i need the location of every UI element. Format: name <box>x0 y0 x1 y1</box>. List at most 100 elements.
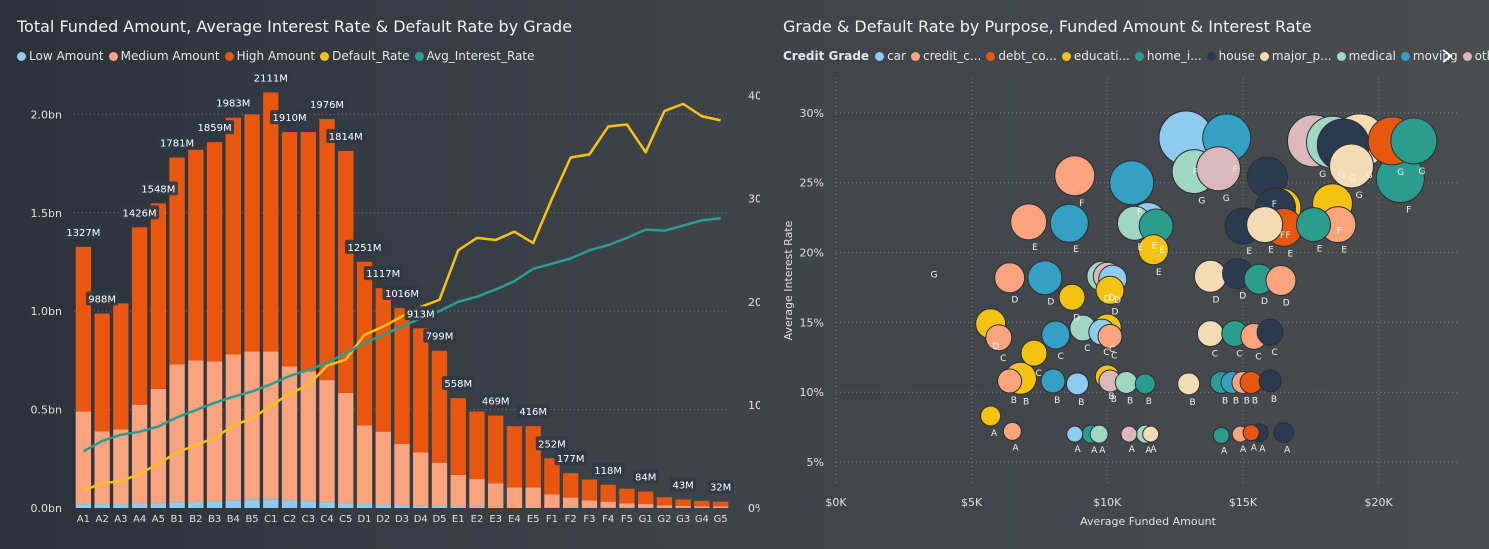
bubble[interactable] <box>1258 369 1282 393</box>
legend-item-medical[interactable]: medical <box>1336 49 1396 63</box>
bar-segment[interactable] <box>188 149 204 361</box>
bubble[interactable] <box>1295 207 1331 243</box>
bar-segment[interactable] <box>506 487 523 508</box>
bar-segment[interactable] <box>113 504 129 508</box>
bar-segment[interactable] <box>431 506 448 508</box>
bubble[interactable] <box>1049 203 1089 243</box>
bubble[interactable] <box>1134 373 1156 395</box>
bubble[interactable] <box>1246 206 1284 244</box>
legend-item-house[interactable]: house <box>1206 49 1255 63</box>
bar-segment[interactable] <box>488 483 504 507</box>
bar-segment[interactable] <box>563 473 579 498</box>
bar-segment[interactable] <box>263 499 279 508</box>
bar-segment[interactable] <box>600 484 616 502</box>
bubble[interactable] <box>1058 283 1086 311</box>
legend-item-home-i[interactable]: home_i... <box>1134 49 1202 63</box>
bar-segment[interactable] <box>506 426 523 488</box>
bar-segment[interactable] <box>450 506 466 508</box>
bar-segment[interactable] <box>431 462 448 507</box>
bar-segment[interactable] <box>300 371 316 502</box>
bar-segment[interactable] <box>169 157 185 365</box>
bar-segment[interactable] <box>413 505 429 508</box>
bubble[interactable] <box>1142 425 1160 443</box>
bar-segment[interactable] <box>581 500 598 508</box>
bubble[interactable] <box>1020 339 1048 367</box>
bar-segment[interactable] <box>281 132 298 367</box>
bar-segment[interactable] <box>150 388 167 504</box>
bubble[interactable] <box>1196 146 1242 192</box>
bar-segment[interactable] <box>656 497 673 506</box>
bar-segment[interactable] <box>319 119 335 381</box>
legend-item-avg-interest-rate[interactable]: Avg_Interest_Rate <box>414 49 534 63</box>
bar-segment[interactable] <box>525 426 541 488</box>
line-avg-interest-rate[interactable] <box>82 217 721 453</box>
bubble[interactable] <box>1097 323 1123 349</box>
bubble[interactable] <box>985 324 1013 352</box>
bar-segment[interactable] <box>375 504 391 508</box>
bar-segment[interactable] <box>637 491 654 505</box>
bubble[interactable] <box>1027 260 1063 296</box>
bar-segment[interactable] <box>244 114 260 352</box>
bar-segment[interactable] <box>525 487 541 508</box>
bar-segment[interactable] <box>488 415 504 484</box>
bar-segment[interactable] <box>637 504 654 508</box>
bubble[interactable] <box>1066 425 1084 443</box>
bar-segment[interactable] <box>394 505 410 508</box>
bar-segment[interactable] <box>338 503 354 508</box>
bar-segment[interactable] <box>581 479 598 501</box>
bar-segment[interactable] <box>469 506 485 508</box>
bubble[interactable] <box>1256 318 1284 346</box>
bar-segment[interactable] <box>413 328 429 453</box>
bar-segment[interactable] <box>544 494 560 508</box>
bubble[interactable] <box>1212 427 1230 445</box>
bar-segment[interactable] <box>131 227 148 405</box>
bar-segment[interactable] <box>675 505 691 508</box>
bar-segment[interactable] <box>113 429 129 505</box>
bar-segment[interactable] <box>244 351 260 500</box>
bar-segment[interactable] <box>300 132 316 372</box>
bubble[interactable] <box>1095 275 1125 305</box>
bar-segment[interactable] <box>225 354 241 501</box>
bubble[interactable] <box>1114 370 1138 394</box>
bubble[interactable] <box>994 262 1026 294</box>
bar-segment[interactable] <box>544 507 560 508</box>
bar-segment[interactable] <box>413 452 429 506</box>
bar-segment[interactable] <box>75 504 92 508</box>
bar-segment[interactable] <box>563 497 579 508</box>
bar-segment[interactable] <box>94 313 110 432</box>
bar-segment[interactable] <box>188 502 204 508</box>
bar-segment[interactable] <box>450 398 466 475</box>
bar-segment[interactable] <box>619 503 635 508</box>
bar-segment[interactable] <box>94 504 110 508</box>
bar-segment[interactable] <box>188 360 204 503</box>
bar-segment[interactable] <box>319 380 335 503</box>
bubble[interactable] <box>1390 117 1438 165</box>
legend-item-debt-co[interactable]: debt_co... <box>986 49 1057 63</box>
bubble[interactable] <box>1196 320 1224 348</box>
legend-item-default-rate[interactable]: Default_Rate <box>320 49 410 63</box>
bar-segment[interactable] <box>169 364 185 503</box>
bubble[interactable] <box>1242 424 1260 442</box>
bar-segment[interactable] <box>206 501 223 508</box>
line-default-rate[interactable] <box>82 102 721 492</box>
legend-item-other[interactable]: other <box>1462 49 1489 63</box>
bar-segment[interactable] <box>712 506 729 508</box>
bubble[interactable] <box>1040 368 1066 394</box>
bubble[interactable] <box>1177 372 1201 396</box>
legend-item-high-amount[interactable]: High Amount <box>224 49 315 63</box>
legend-item-educati[interactable]: educati... <box>1061 49 1130 63</box>
bar-segment[interactable] <box>263 92 279 352</box>
bar-segment[interactable] <box>375 288 391 432</box>
bubble[interactable] <box>1065 372 1089 396</box>
bar-segment[interactable] <box>469 479 485 507</box>
bar-segment[interactable] <box>525 507 541 508</box>
bar-segment[interactable] <box>712 501 729 507</box>
bar-segment[interactable] <box>506 507 523 508</box>
bar-segment[interactable] <box>75 411 92 505</box>
bubble[interactable] <box>1002 421 1022 441</box>
legend-item-major-p[interactable]: major_p... <box>1259 49 1332 63</box>
legend-item-low-amount[interactable]: Low Amount <box>17 49 104 63</box>
bar-segment[interactable] <box>694 506 710 508</box>
bar-segment[interactable] <box>206 142 223 362</box>
bar-segment[interactable] <box>581 507 598 508</box>
